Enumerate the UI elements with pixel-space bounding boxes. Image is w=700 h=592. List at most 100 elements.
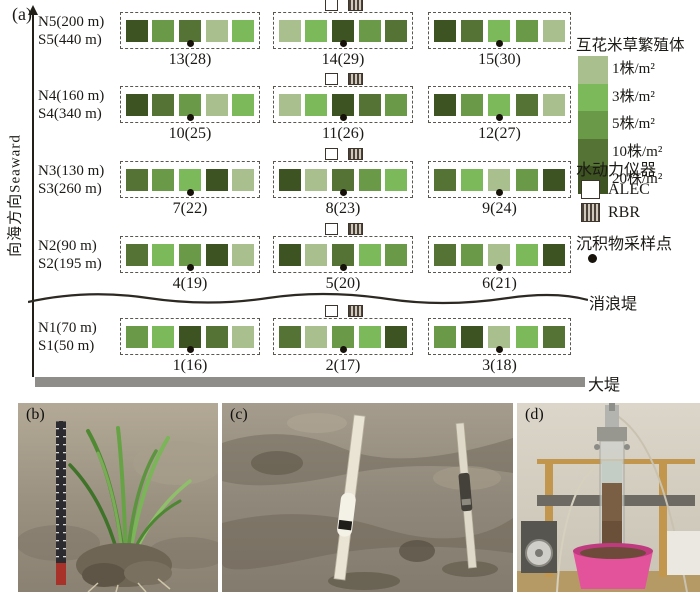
density-square-1 bbox=[278, 93, 301, 116]
density-square-1 bbox=[305, 243, 328, 266]
rbr-marker bbox=[348, 0, 363, 11]
transect-row-label: N4(160 m) S4(340 m) bbox=[38, 87, 104, 123]
sediment-sampling-dot bbox=[496, 264, 503, 271]
density-square-3 bbox=[461, 168, 484, 191]
density-square-20 bbox=[434, 19, 457, 42]
density-square-5 bbox=[358, 19, 381, 42]
density-square-5 bbox=[125, 325, 148, 348]
sediment-sampling-dot bbox=[186, 114, 194, 121]
plot-number: 12(27) bbox=[478, 125, 521, 142]
ruler bbox=[56, 421, 66, 585]
sediment-sampling-dot bbox=[339, 264, 347, 271]
main-dike-label: 大堤 bbox=[588, 377, 621, 394]
density-square-10 bbox=[461, 19, 484, 42]
density-square-3 bbox=[305, 93, 328, 116]
plot-number: 1(16) bbox=[172, 357, 208, 374]
density-square-3 bbox=[515, 325, 538, 348]
plot-box bbox=[273, 318, 413, 355]
density-square-20 bbox=[178, 325, 201, 348]
density-square-1 bbox=[278, 19, 301, 42]
density-square-20 bbox=[331, 19, 354, 42]
north-transect-label: N2(90 m) bbox=[38, 238, 97, 254]
rbr-marker bbox=[348, 73, 363, 85]
density-square-3 bbox=[305, 19, 328, 42]
root-clump bbox=[76, 543, 172, 592]
rbr-legend-marker bbox=[581, 203, 600, 222]
transect-row-label: N5(200 m) S5(440 m) bbox=[38, 13, 104, 49]
density-square-3 bbox=[488, 93, 511, 116]
legend-color-1 bbox=[578, 56, 608, 84]
sediment-sampling-dot bbox=[339, 114, 347, 121]
rbr-marker bbox=[348, 305, 363, 317]
south-transect-label: S1(50 m) bbox=[38, 338, 95, 354]
sediment-sampling-dot bbox=[339, 189, 347, 196]
alec-marker bbox=[325, 73, 338, 85]
density-square-3 bbox=[152, 243, 175, 266]
density-square-1 bbox=[542, 19, 565, 42]
density-square-3 bbox=[385, 168, 408, 191]
density-square-20 bbox=[205, 243, 228, 266]
density-square-1 bbox=[232, 325, 255, 348]
legend-density-labels: 1株/m² 3株/m² 5株/m² 10株/m² 20株/m² bbox=[612, 56, 662, 194]
density-square-5 bbox=[515, 168, 538, 191]
sediment-sampling-dot bbox=[186, 40, 194, 47]
alec-marker bbox=[325, 148, 338, 160]
density-square-10 bbox=[331, 168, 354, 191]
transect-row-label: N1(70 m) S1(50 m) bbox=[38, 319, 97, 355]
plot-number: 5(20) bbox=[325, 275, 361, 292]
density-square-1 bbox=[305, 168, 328, 191]
density-square-1 bbox=[232, 243, 255, 266]
main-dike-bar bbox=[35, 377, 585, 387]
plot-box bbox=[273, 161, 413, 198]
density-square-5 bbox=[152, 19, 175, 42]
north-transect-label: N1(70 m) bbox=[38, 320, 97, 336]
density-square-3 bbox=[515, 243, 538, 266]
density-square-10 bbox=[152, 93, 175, 116]
plot-number: 14(29) bbox=[321, 51, 365, 68]
density-square-1 bbox=[488, 168, 511, 191]
mud-texture bbox=[222, 413, 513, 570]
density-square-20 bbox=[331, 93, 354, 116]
legend-color-5 bbox=[578, 111, 608, 139]
density-square-1 bbox=[205, 19, 228, 42]
density-square-5 bbox=[178, 243, 201, 266]
density-square-1 bbox=[542, 93, 565, 116]
alec-label: ALEC bbox=[608, 181, 650, 198]
plot-number: 9(24) bbox=[482, 200, 517, 217]
density-square-10 bbox=[434, 243, 457, 266]
rbr-marker bbox=[348, 223, 363, 235]
plot-box bbox=[120, 12, 260, 49]
density-square-20 bbox=[125, 19, 148, 42]
south-transect-label: S3(260 m) bbox=[38, 181, 102, 197]
density-square-1 bbox=[488, 243, 511, 266]
photo-c-art bbox=[222, 403, 513, 592]
north-transect-label: N3(130 m) bbox=[38, 163, 105, 179]
density-square-10 bbox=[278, 325, 301, 348]
plot-box bbox=[428, 161, 571, 198]
legend-sediment-title: 沉积物采样点 bbox=[576, 236, 673, 253]
rbr-label: RBR bbox=[608, 204, 641, 221]
density-square-10 bbox=[515, 93, 538, 116]
density-square-5 bbox=[178, 93, 201, 116]
density-square-10 bbox=[331, 243, 354, 266]
density-square-10 bbox=[125, 243, 148, 266]
photo-b-art bbox=[18, 403, 218, 592]
plot-box bbox=[428, 318, 571, 355]
density-square-10 bbox=[542, 325, 565, 348]
density-square-20 bbox=[434, 93, 457, 116]
sediment-sampling-dot bbox=[186, 264, 194, 271]
sediment-sampling-dot bbox=[496, 346, 503, 353]
south-transect-label: S5(440 m) bbox=[38, 32, 102, 48]
legend-density-label: 1株/m² bbox=[612, 61, 655, 77]
density-square-5 bbox=[385, 243, 408, 266]
transect-row-label: N2(90 m) S2(195 m) bbox=[38, 237, 102, 273]
density-square-5 bbox=[358, 168, 381, 191]
plot-box bbox=[120, 161, 260, 198]
legend-density-label: 5株/m² bbox=[612, 116, 655, 132]
density-square-10 bbox=[434, 168, 457, 191]
panel-a-label: (a) bbox=[12, 4, 32, 24]
plot-box bbox=[120, 86, 260, 123]
pump-device bbox=[521, 521, 557, 573]
plot-box bbox=[428, 12, 571, 49]
